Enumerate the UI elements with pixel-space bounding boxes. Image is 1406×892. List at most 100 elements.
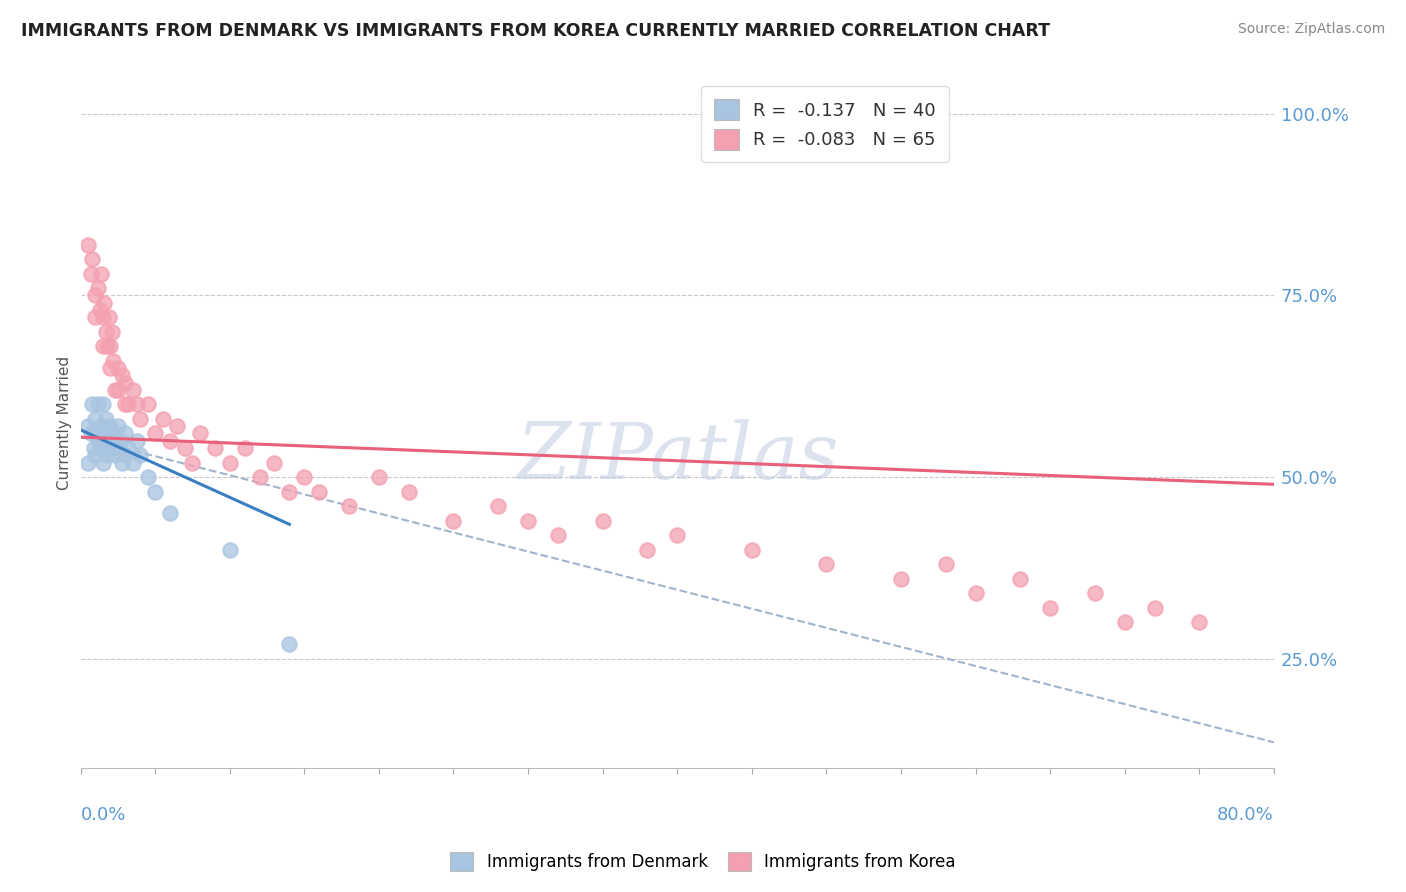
Point xyxy=(103,426,125,441)
Point xyxy=(1084,586,1107,600)
Y-axis label: Currently Married: Currently Married xyxy=(58,356,72,490)
Point xyxy=(136,397,159,411)
Point xyxy=(84,448,107,462)
Point xyxy=(486,499,509,513)
Point xyxy=(174,441,197,455)
Point xyxy=(89,441,111,455)
Point xyxy=(143,426,166,441)
Point xyxy=(1188,615,1211,630)
Point xyxy=(87,397,110,411)
Point xyxy=(107,361,129,376)
Point xyxy=(188,426,211,441)
Point xyxy=(91,397,114,411)
Point xyxy=(107,383,129,397)
Point xyxy=(94,325,117,339)
Point xyxy=(218,542,240,557)
Point xyxy=(965,586,987,600)
Legend: R =  -0.137   N = 40, R =  -0.083   N = 65: R = -0.137 N = 40, R = -0.083 N = 65 xyxy=(702,87,949,162)
Point xyxy=(111,456,134,470)
Point xyxy=(398,484,420,499)
Point xyxy=(104,448,127,462)
Text: ZIPatlas: ZIPatlas xyxy=(516,419,838,495)
Point xyxy=(98,419,121,434)
Point xyxy=(83,441,105,455)
Point xyxy=(104,383,127,397)
Point xyxy=(143,484,166,499)
Point xyxy=(111,368,134,383)
Point xyxy=(1114,615,1136,630)
Point xyxy=(136,470,159,484)
Point xyxy=(93,295,115,310)
Point xyxy=(77,456,100,470)
Point xyxy=(89,302,111,317)
Point xyxy=(114,397,136,411)
Point xyxy=(890,572,912,586)
Text: 80.0%: 80.0% xyxy=(1218,805,1274,823)
Text: 0.0%: 0.0% xyxy=(80,805,127,823)
Point xyxy=(98,361,121,376)
Point xyxy=(101,325,124,339)
Legend: Immigrants from Denmark, Immigrants from Korea: Immigrants from Denmark, Immigrants from… xyxy=(441,843,965,880)
Point xyxy=(94,412,117,426)
Point xyxy=(127,434,149,448)
Point xyxy=(77,419,100,434)
Point xyxy=(127,397,149,411)
Point xyxy=(278,484,301,499)
Point xyxy=(129,448,152,462)
Point xyxy=(159,507,181,521)
Point xyxy=(636,542,658,557)
Point xyxy=(204,441,226,455)
Point xyxy=(77,237,100,252)
Point xyxy=(84,426,107,441)
Point xyxy=(107,419,129,434)
Point xyxy=(935,558,957,572)
Point xyxy=(292,470,315,484)
Point xyxy=(367,470,389,484)
Text: Source: ZipAtlas.com: Source: ZipAtlas.com xyxy=(1237,22,1385,37)
Point xyxy=(443,514,465,528)
Point xyxy=(82,397,104,411)
Point xyxy=(249,470,271,484)
Point xyxy=(121,383,143,397)
Point xyxy=(114,376,136,390)
Point xyxy=(152,412,174,426)
Point xyxy=(91,310,114,325)
Point xyxy=(181,456,204,470)
Point xyxy=(90,267,112,281)
Point xyxy=(80,426,103,441)
Point xyxy=(82,252,104,266)
Point xyxy=(103,353,125,368)
Point xyxy=(91,426,114,441)
Point xyxy=(815,558,838,572)
Point xyxy=(1039,600,1062,615)
Point xyxy=(159,434,181,448)
Point xyxy=(87,281,110,295)
Point xyxy=(91,339,114,353)
Point xyxy=(129,412,152,426)
Point xyxy=(96,426,118,441)
Point xyxy=(101,434,124,448)
Point xyxy=(666,528,689,542)
Point xyxy=(547,528,569,542)
Point xyxy=(337,499,360,513)
Point xyxy=(263,456,285,470)
Point xyxy=(107,441,129,455)
Point xyxy=(93,434,115,448)
Point xyxy=(96,339,118,353)
Point xyxy=(121,456,143,470)
Point xyxy=(1010,572,1032,586)
Point xyxy=(233,441,256,455)
Point xyxy=(114,426,136,441)
Point xyxy=(84,412,107,426)
Point xyxy=(84,310,107,325)
Point xyxy=(278,637,301,651)
Point xyxy=(90,419,112,434)
Point xyxy=(117,441,139,455)
Text: IMMIGRANTS FROM DENMARK VS IMMIGRANTS FROM KOREA CURRENTLY MARRIED CORRELATION C: IMMIGRANTS FROM DENMARK VS IMMIGRANTS FR… xyxy=(21,22,1050,40)
Point xyxy=(218,456,240,470)
Point xyxy=(117,397,139,411)
Point xyxy=(166,419,188,434)
Point xyxy=(114,448,136,462)
Point xyxy=(91,456,114,470)
Point xyxy=(80,267,103,281)
